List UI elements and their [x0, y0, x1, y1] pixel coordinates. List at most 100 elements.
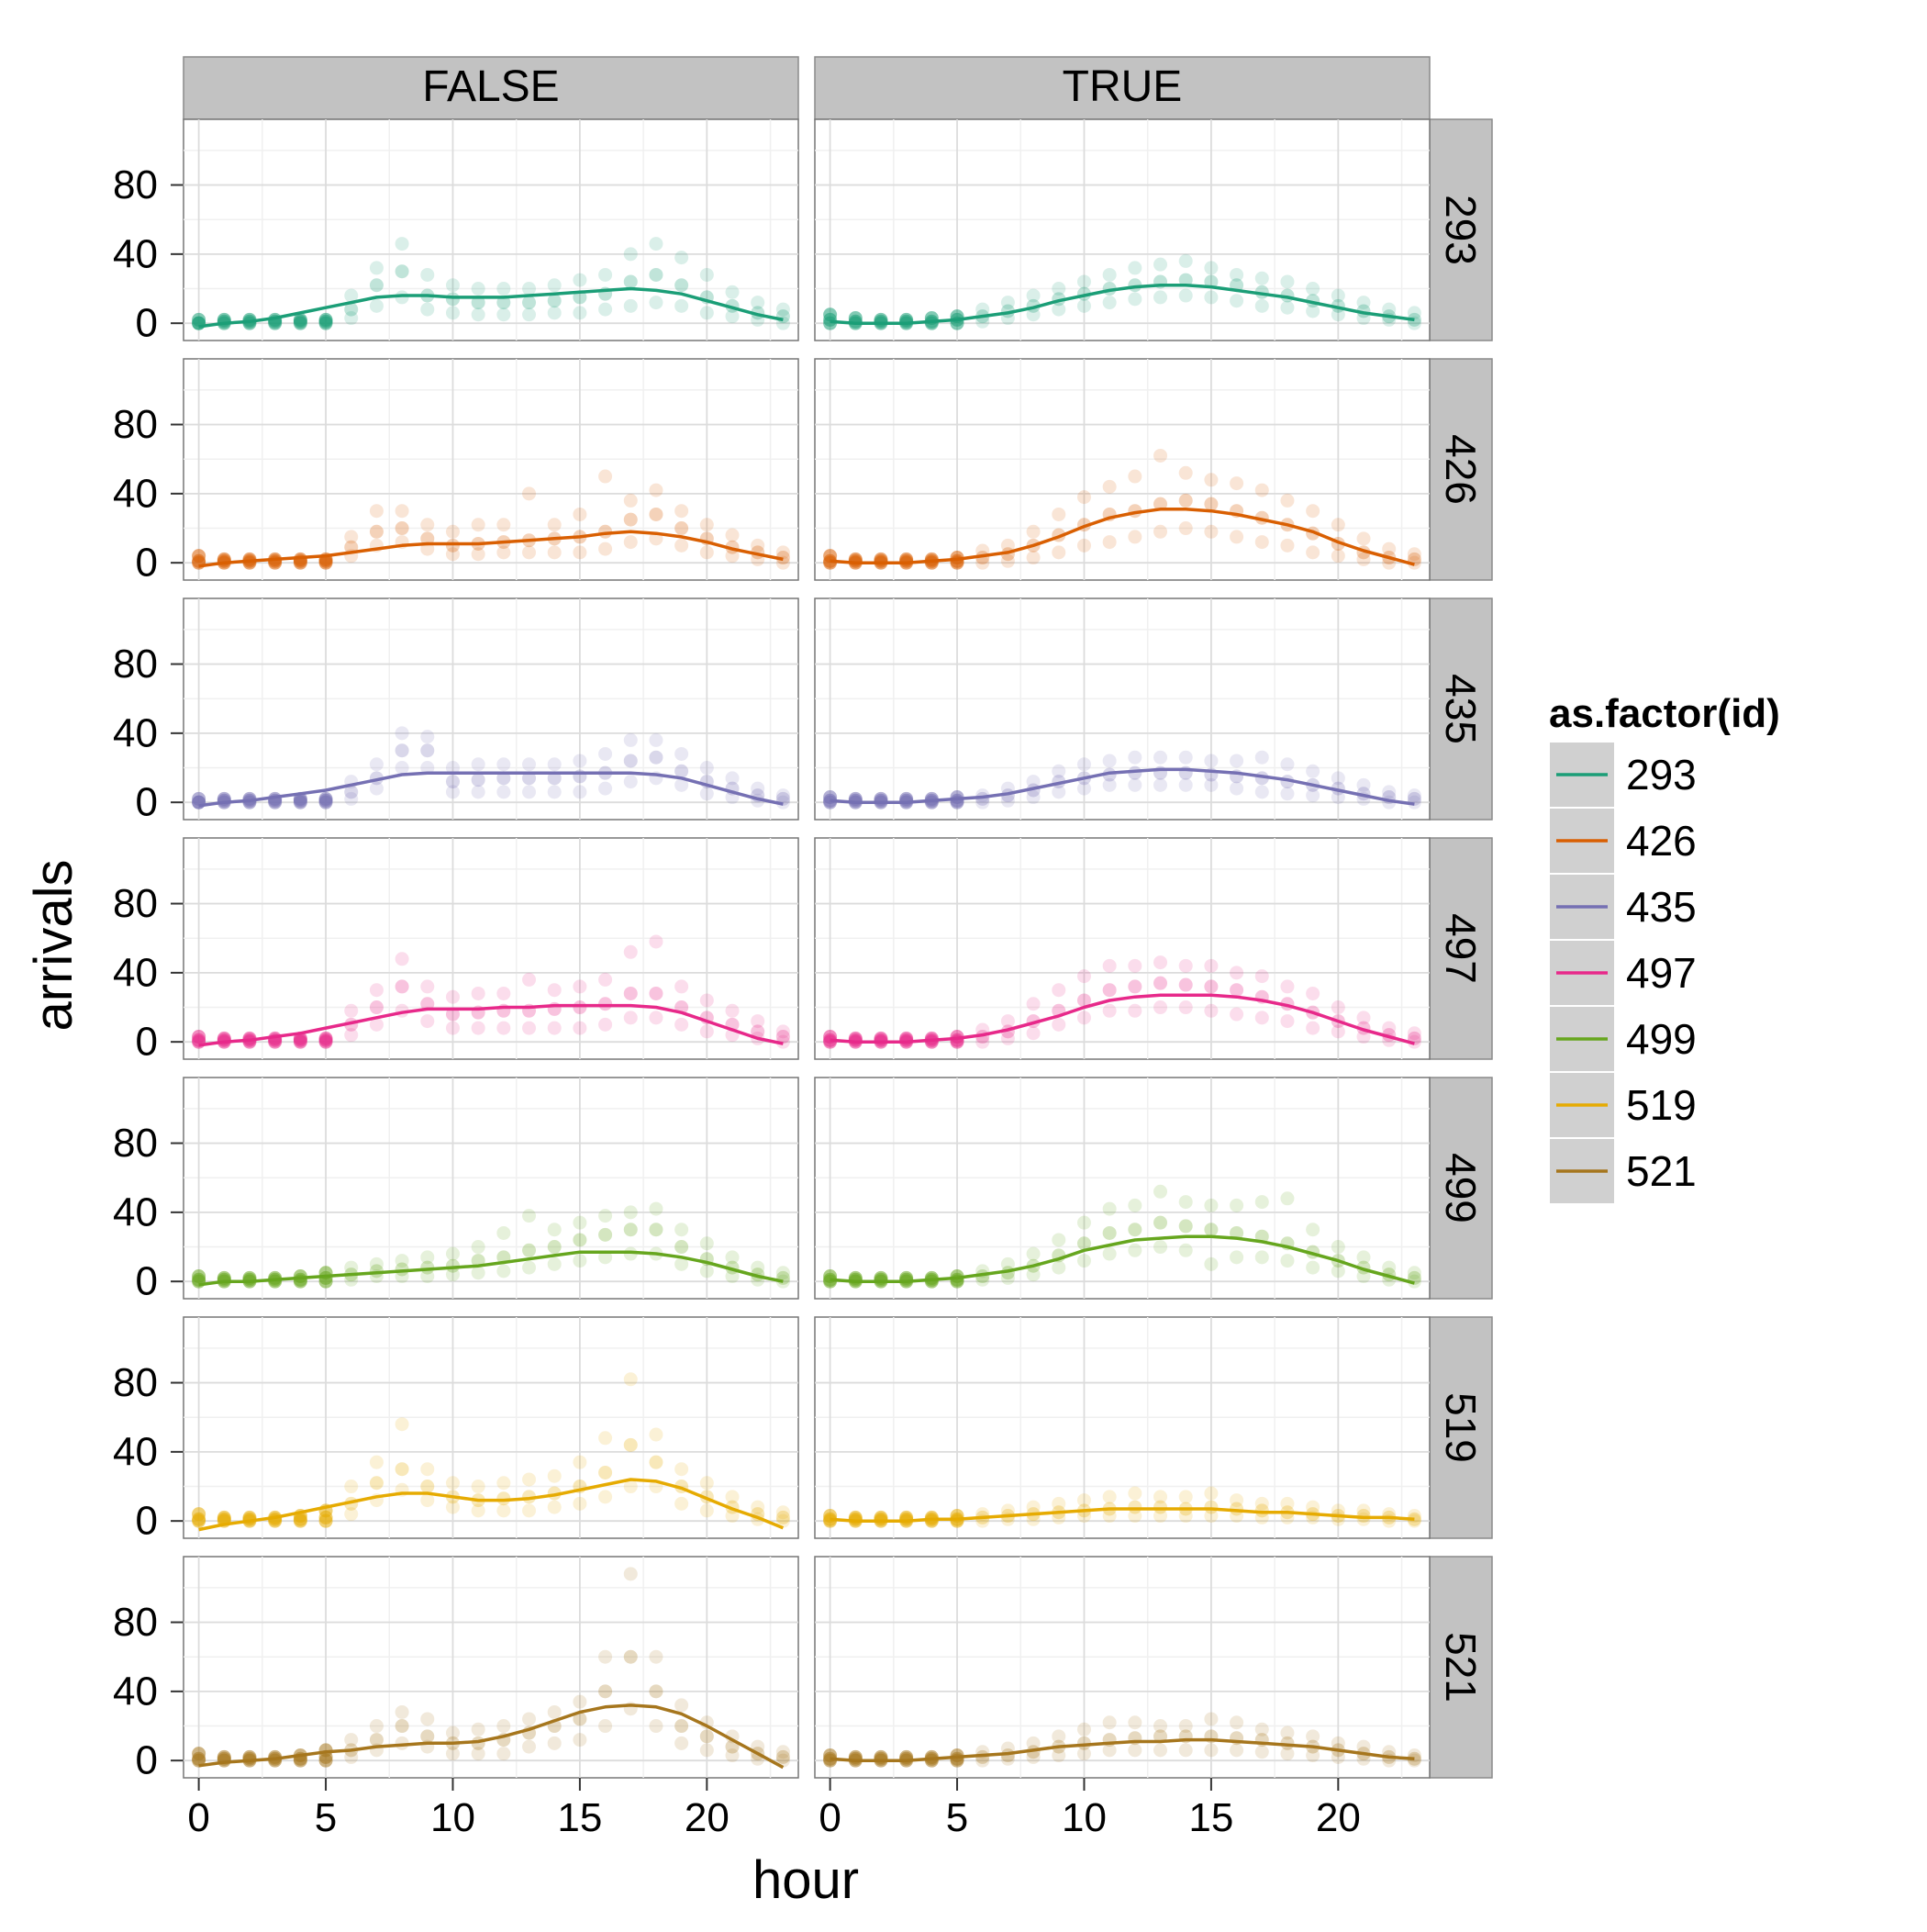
data-point	[192, 791, 206, 806]
data-point	[598, 1649, 613, 1664]
y-tick-label: 0	[136, 541, 158, 586]
data-point	[1000, 1256, 1015, 1271]
data-point	[1178, 1243, 1193, 1257]
data-point	[344, 1749, 359, 1764]
data-point	[1382, 1021, 1397, 1035]
data-point	[1000, 793, 1015, 808]
data-point	[699, 993, 714, 1008]
y-tick-label: 80	[113, 881, 158, 926]
panel-false-293	[183, 118, 799, 341]
data-point	[1356, 531, 1371, 546]
data-point	[1407, 1274, 1421, 1289]
data-point	[1356, 296, 1371, 310]
data-point	[369, 1017, 384, 1032]
data-point	[1280, 1725, 1295, 1740]
data-point	[1153, 1490, 1168, 1504]
data-point	[699, 1743, 714, 1758]
data-point	[1128, 1243, 1142, 1257]
y-tick-label: 80	[113, 162, 158, 207]
data-point	[369, 1256, 384, 1271]
data-point	[471, 1480, 485, 1494]
data-point	[496, 1021, 511, 1035]
data-point	[775, 1510, 790, 1524]
data-point	[496, 757, 511, 772]
data-point	[445, 989, 460, 1004]
data-point	[823, 307, 838, 322]
data-point	[522, 785, 537, 799]
data-point	[649, 483, 663, 497]
data-point	[344, 1003, 359, 1018]
data-point	[1331, 518, 1345, 532]
data-point	[1254, 271, 1269, 285]
data-point	[522, 1209, 537, 1223]
data-point	[1000, 296, 1015, 310]
data-point	[623, 944, 638, 959]
data-point	[725, 285, 740, 299]
data-point	[1178, 253, 1193, 268]
data-point	[1204, 524, 1219, 539]
data-point	[1407, 547, 1421, 562]
data-point	[674, 777, 689, 792]
data-point	[1178, 465, 1193, 480]
data-point	[649, 267, 663, 282]
data-point	[1382, 302, 1397, 317]
data-point	[1331, 549, 1345, 564]
data-point	[1026, 1026, 1041, 1041]
data-point	[471, 757, 485, 772]
data-point	[1076, 538, 1091, 553]
smooth-line-521-false	[198, 1703, 785, 1770]
data-point	[1230, 267, 1244, 282]
data-point	[522, 1472, 537, 1487]
smooth-line-519-true	[830, 1507, 1415, 1523]
data-point	[1204, 754, 1219, 768]
data-point	[598, 1017, 613, 1032]
panel-false-497	[183, 837, 799, 1060]
data-point	[496, 1747, 511, 1761]
data-point	[725, 528, 740, 542]
y-tick-label: 40	[113, 710, 158, 755]
data-point	[1153, 1215, 1168, 1230]
data-point	[573, 754, 587, 768]
data-point	[445, 292, 460, 307]
data-point	[699, 518, 714, 532]
data-point	[573, 1496, 587, 1511]
data-point	[395, 761, 409, 776]
data-point	[1128, 1486, 1142, 1501]
data-point	[1382, 542, 1397, 556]
x-tick-label: 5	[315, 1795, 337, 1840]
data-point	[1076, 1215, 1091, 1230]
data-point	[598, 1684, 613, 1699]
data-point	[1076, 490, 1091, 505]
data-point	[1128, 261, 1142, 275]
data-point	[725, 549, 740, 564]
data-point	[369, 1476, 384, 1491]
data-point	[1204, 979, 1219, 994]
data-point	[496, 1476, 511, 1491]
legend-label-426: 426	[1626, 817, 1697, 865]
data-point	[496, 986, 511, 1000]
data-point	[649, 1427, 663, 1442]
data-point	[699, 1729, 714, 1744]
facet-strip-row-label-521: 521	[1437, 1632, 1485, 1703]
data-point	[1356, 1503, 1371, 1518]
data-point	[445, 306, 460, 320]
data-point	[1052, 1233, 1066, 1247]
data-point	[1153, 524, 1168, 539]
data-point	[420, 1480, 435, 1494]
data-point	[1128, 750, 1142, 765]
data-point	[547, 294, 562, 308]
data-point	[369, 261, 384, 275]
data-point	[1331, 1024, 1345, 1039]
data-point	[344, 302, 359, 317]
data-point	[471, 986, 485, 1000]
facet-strip-row-497	[1429, 837, 1493, 1060]
data-point	[573, 545, 587, 560]
data-point	[1153, 1184, 1168, 1199]
y-tick-label: 0	[136, 780, 158, 825]
data-point	[369, 983, 384, 998]
smooth-line-435-true	[830, 767, 1415, 806]
data-point	[344, 1480, 359, 1494]
data-point	[1280, 493, 1295, 508]
data-point	[751, 1024, 765, 1039]
data-point	[1331, 288, 1345, 303]
